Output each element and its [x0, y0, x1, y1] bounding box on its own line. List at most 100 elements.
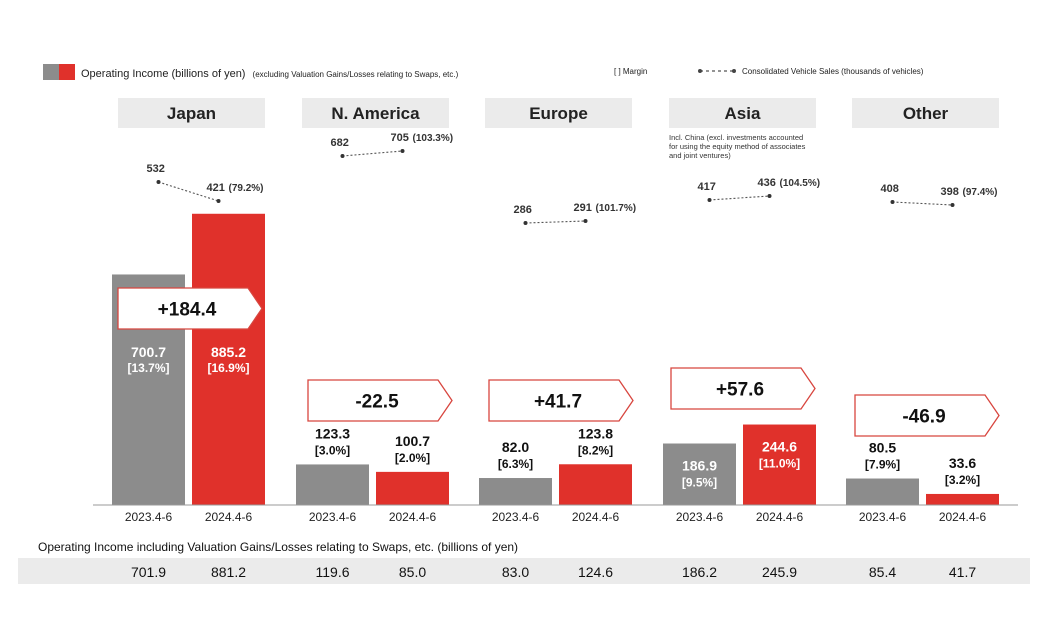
bar-margin-label: [13.7%] [127, 361, 169, 375]
bar-value-label: 33.6 [949, 455, 976, 471]
bar-margin-label: [9.5%] [682, 476, 717, 490]
bar-value-label: 123.3 [315, 425, 350, 441]
bar-2024.4-6 [559, 464, 632, 505]
bar-value-label: 186.9 [682, 458, 717, 474]
sales-line [342, 150, 403, 157]
region-n-america: N. America 123.3 [3.0%] 2023.4-6 100.7 [2.0%]… [296, 98, 453, 524]
footer-value: 85.0 [399, 564, 426, 580]
bar-margin-label: [7.9%] [865, 458, 900, 472]
sales-value-label: 291 [574, 202, 592, 214]
region-note: Incl. China (excl. investments accounted… [669, 133, 806, 160]
footer-value: 124.6 [578, 564, 613, 580]
bar-value-label: 100.7 [395, 433, 430, 449]
region-header-bg [485, 98, 632, 128]
footer-band [18, 558, 1030, 584]
region-header-bg [118, 98, 265, 128]
region-header-bg [852, 98, 999, 128]
bar-value-label: 80.5 [869, 440, 896, 456]
sales-point [950, 203, 955, 207]
sales-point [216, 199, 221, 203]
sales-point [890, 200, 895, 204]
bar-margin-label: [3.2%] [945, 473, 980, 487]
legend-sales-line-symbol [698, 69, 736, 73]
sales-point [707, 198, 712, 202]
bar-margin-label: [6.3%] [498, 457, 533, 471]
bar-value-label: 244.6 [762, 439, 797, 455]
sales-yoy-label: (79.2%) [229, 183, 264, 194]
difference-label: +184.4 [158, 300, 217, 321]
sales-value-label: 408 [881, 183, 899, 195]
footer-value: 186.2 [682, 564, 717, 580]
region-header-bg [302, 98, 449, 128]
footer-value: 83.0 [502, 564, 529, 580]
legend-swatch-prior [43, 64, 59, 80]
footer-value: 701.9 [131, 564, 166, 580]
footer-values: 701.9 881.2 119.6 85.0 83.0 124.6 186.2 245.9 85… [131, 564, 976, 580]
bar-margin-label: [8.2%] [578, 443, 613, 457]
period-tick-label: 2023.4-6 [309, 510, 357, 524]
sales-value-label: 705 [391, 132, 409, 144]
sales-yoy-label: (103.3%) [413, 133, 454, 144]
region-label: Asia [725, 104, 761, 123]
sales-line [158, 181, 219, 202]
legend-swatch-current [59, 64, 75, 80]
sales-value-label: 417 [698, 181, 716, 193]
sales-yoy-label: (97.4%) [963, 187, 998, 198]
sales-point [767, 194, 772, 198]
footer-value: 85.4 [869, 564, 896, 580]
region-asia: Asia Incl. China (excl. investments accou… [663, 98, 820, 524]
legend: Operating Income (billions of yen) (excl… [43, 64, 924, 80]
sales-value-label: 421 [207, 182, 225, 194]
difference-label: +41.7 [534, 392, 582, 413]
difference-label: +57.6 [716, 380, 764, 401]
bar-2024.4-6 [192, 213, 265, 505]
period-tick-label: 2023.4-6 [859, 510, 907, 524]
footer-value: 119.6 [316, 564, 350, 580]
difference-arrow [307, 379, 453, 422]
region-header-bg [669, 98, 816, 128]
region-label: Europe [529, 104, 588, 123]
region-japan: Japan 700.7[13.7%] 2023.4-6 885.2[16.9%] 202… [112, 98, 265, 524]
legend-operating-income-text: Operating Income (billions of yen) [81, 68, 245, 80]
region-label: Other [903, 104, 949, 123]
period-tick-label: 2024.4-6 [939, 510, 987, 524]
bar-2023.4-6 [296, 464, 369, 505]
region-other: Other 80.5 [7.9%] 2023.4-6 33.6 [3.2%] 2024.4-… [846, 98, 1000, 524]
period-tick-label: 2024.4-6 [572, 510, 620, 524]
bar-margin-label: [2.0%] [395, 451, 430, 465]
footer-value: 245.9 [762, 564, 797, 580]
difference-arrow [854, 394, 1000, 437]
sales-yoy-label: (101.7%) [596, 203, 637, 214]
sales-value-label: 532 [147, 163, 165, 175]
sales-point [156, 180, 161, 184]
bar-margin-label: [16.9%] [207, 361, 249, 375]
legend-sales-label: Consolidated Vehicle Sales (thousands of… [742, 67, 924, 76]
period-tick-label: 2024.4-6 [389, 510, 437, 524]
bar-2023.4-6 [663, 443, 736, 505]
difference-label: -46.9 [902, 407, 945, 428]
sales-line [525, 220, 586, 224]
sales-value-label: 436 [758, 177, 776, 189]
period-tick-label: 2024.4-6 [756, 510, 804, 524]
footer-value: 881.2 [211, 564, 246, 580]
bar-2023.4-6 [846, 478, 919, 505]
difference-arrow [117, 287, 263, 330]
sales-line [892, 201, 953, 206]
period-tick-label: 2023.4-6 [676, 510, 724, 524]
sales-point [400, 149, 405, 153]
bar-value-label: 885.2 [211, 344, 246, 360]
bar-value-label: 82.0 [502, 439, 529, 455]
bar-2023.4-6 [479, 478, 552, 505]
difference-label: -22.5 [355, 392, 399, 413]
sales-line [709, 195, 770, 201]
sales-value-label: 682 [331, 137, 349, 149]
bar-value-label: 123.8 [578, 425, 613, 441]
bar-value-label: 700.7 [131, 344, 166, 360]
sales-point [583, 219, 588, 223]
period-tick-label: 2023.4-6 [492, 510, 540, 524]
sales-value-label: 286 [514, 204, 532, 216]
period-tick-label: 2023.4-6 [125, 510, 173, 524]
region-europe: Europe 82.0 [6.3%] 2023.4-6 123.8 [8.2%] 2024.… [479, 98, 636, 524]
bar-margin-label: [3.0%] [315, 443, 350, 457]
